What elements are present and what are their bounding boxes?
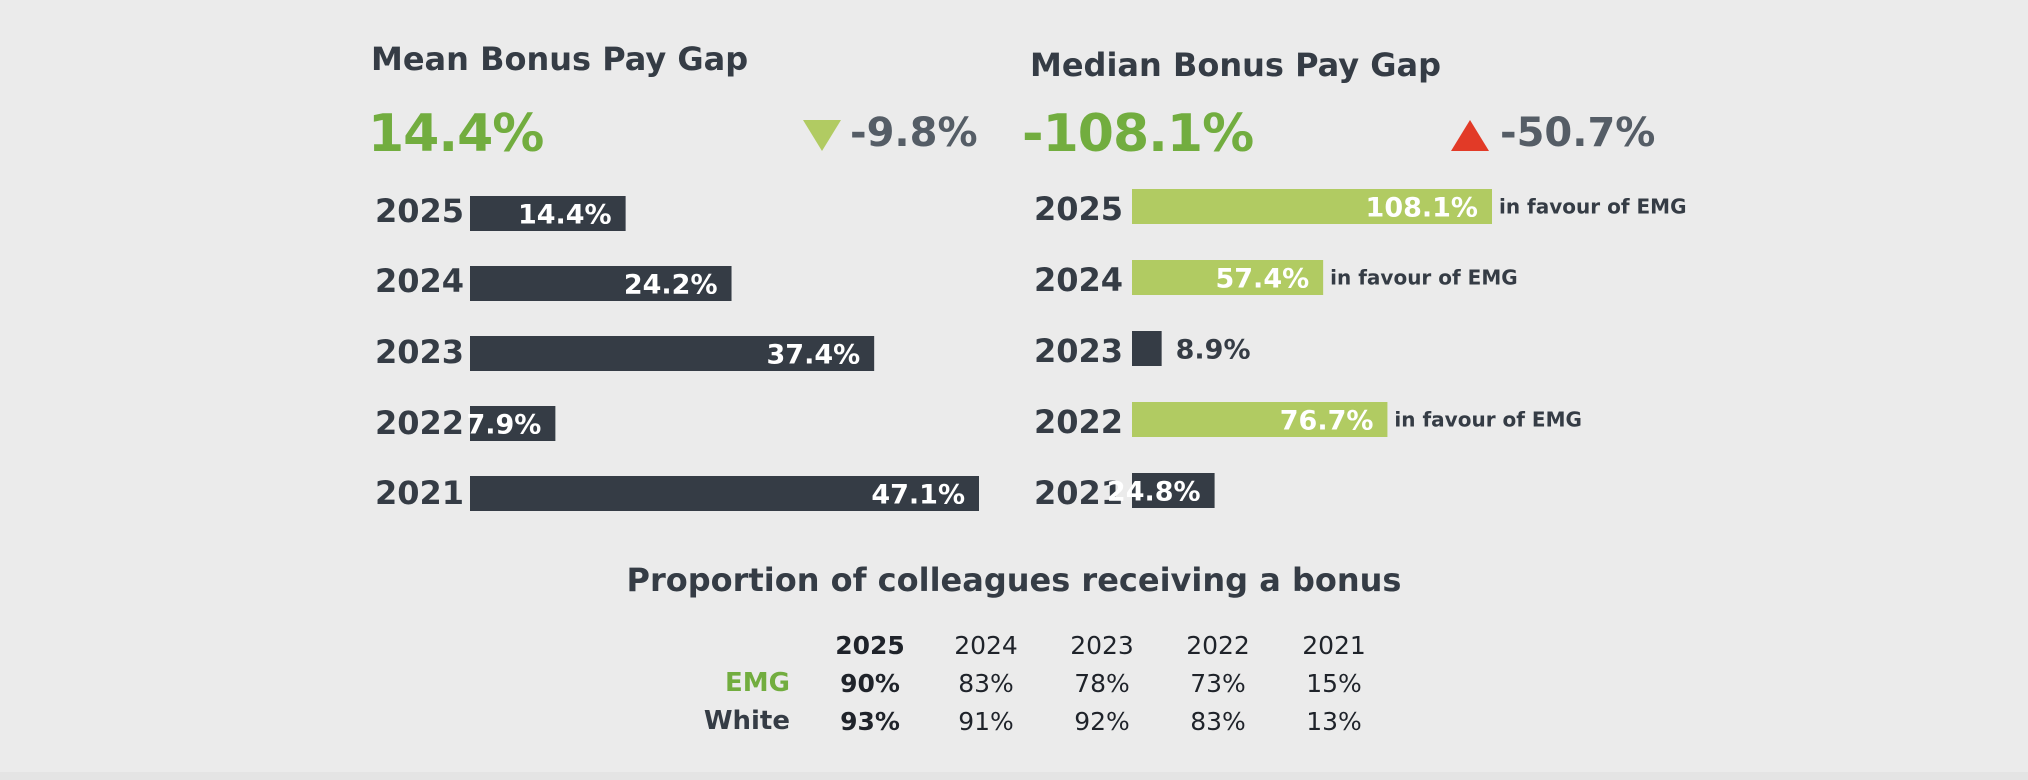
- table-cell: 91%: [958, 706, 1014, 736]
- table-row-label-white: White: [703, 706, 790, 736]
- median-panel-title: Median Bonus Pay Gap: [1030, 46, 1442, 84]
- mean-bar-2024: [470, 266, 732, 301]
- table-row: White 93% 91% 92% 83% 13%: [660, 702, 1392, 740]
- table-cell: 13%: [1306, 706, 1362, 736]
- mean-bar-value-label: 37.4%: [767, 340, 861, 371]
- table-year-header: 2024: [954, 630, 1018, 660]
- table-year-header: 2025: [835, 630, 905, 660]
- table-year-header: 2023: [1070, 630, 1134, 660]
- proportion-table-title: Proportion of colleagues receiving a bon…: [626, 561, 1402, 599]
- table-row-label-emg: EMG: [725, 668, 790, 698]
- median-headline-value: -108.1%: [1022, 104, 1254, 164]
- mean-bar-value-label: 14.4%: [518, 200, 612, 231]
- table-cell: 83%: [958, 668, 1014, 698]
- median-year-label-2022: 2022: [1034, 403, 1124, 441]
- mean-bar-2025: [470, 196, 626, 231]
- median-bar-value-label: 76.7%: [1280, 406, 1374, 437]
- mean-bar-chart: 14.4% 24.2% 37.4% 7.9% 47.1%: [466, 196, 979, 511]
- median-favour-annotation: in favour of EMG: [1330, 266, 1517, 290]
- median-favour-annotation: in favour of EMG: [1394, 408, 1581, 432]
- table-header-row: 2025 2024 2023 2022 2021: [660, 626, 1392, 664]
- table-cell: 93%: [840, 706, 900, 736]
- table-year-header: 2021: [1302, 630, 1366, 660]
- mean-year-label-2022: 2022: [375, 404, 465, 442]
- mean-headline-value: 14.4%: [368, 104, 544, 164]
- median-bar-2024: [1132, 260, 1324, 295]
- mean-bar-2022: [470, 406, 556, 441]
- median-year-label-2025: 2025: [1034, 190, 1124, 228]
- table-cell: 15%: [1306, 668, 1362, 698]
- mean-bar-value-label: 7.9%: [466, 410, 541, 441]
- median-bar-2021: [1132, 473, 1215, 508]
- mean-panel-title: Mean Bonus Pay Gap: [371, 40, 749, 78]
- median-favour-annotation: in favour of EMG: [1499, 195, 1686, 219]
- proportion-table: 2025 2024 2023 2022 2021 EMG 90% 83% 78%…: [660, 626, 1392, 740]
- footer-divider: [0, 772, 2028, 780]
- table-cell: 92%: [1074, 706, 1130, 736]
- mean-year-label-2023: 2023: [375, 333, 465, 371]
- mean-year-label-2025: 2025: [375, 192, 465, 230]
- mean-bar-2023: [470, 336, 875, 371]
- mean-year-label-2021: 2021: [375, 474, 465, 512]
- table-cell: 90%: [840, 668, 900, 698]
- median-bar-value-label: 57.4%: [1215, 264, 1309, 295]
- table-cell: 83%: [1190, 706, 1246, 736]
- mean-change-value: -9.8%: [850, 110, 978, 156]
- median-change-value: -50.7%: [1500, 110, 1656, 156]
- median-bar-value-label: 24.8%: [1107, 477, 1201, 508]
- table-cell: 73%: [1190, 668, 1246, 698]
- median-year-label-2021: 2021: [1034, 474, 1124, 512]
- median-bar-value-label: 8.9%: [1176, 335, 1251, 366]
- table-cell: 78%: [1074, 668, 1130, 698]
- median-bar-2022: [1132, 402, 1388, 437]
- median-year-label-2024: 2024: [1034, 261, 1124, 299]
- mean-bar-value-label: 47.1%: [871, 480, 965, 511]
- median-bar-2023: [1132, 331, 1162, 366]
- median-bar-2025: [1132, 189, 1492, 224]
- median-bar-value-label: 108.1%: [1366, 193, 1478, 224]
- table-row: EMG 90% 83% 78% 73% 15%: [660, 664, 1392, 702]
- mean-bar-2021: [470, 476, 979, 511]
- mean-bar-value-label: 24.2%: [624, 270, 718, 301]
- median-year-label-2023: 2023: [1034, 332, 1124, 370]
- mean-year-label-2024: 2024: [375, 262, 465, 300]
- median-bar-chart: 108.1% in favour of EMG 57.4% in favour of …: [1107, 189, 1686, 508]
- triangle-down-icon: [803, 120, 841, 151]
- table-year-header: 2022: [1186, 630, 1250, 660]
- triangle-up-icon: [1451, 120, 1489, 151]
